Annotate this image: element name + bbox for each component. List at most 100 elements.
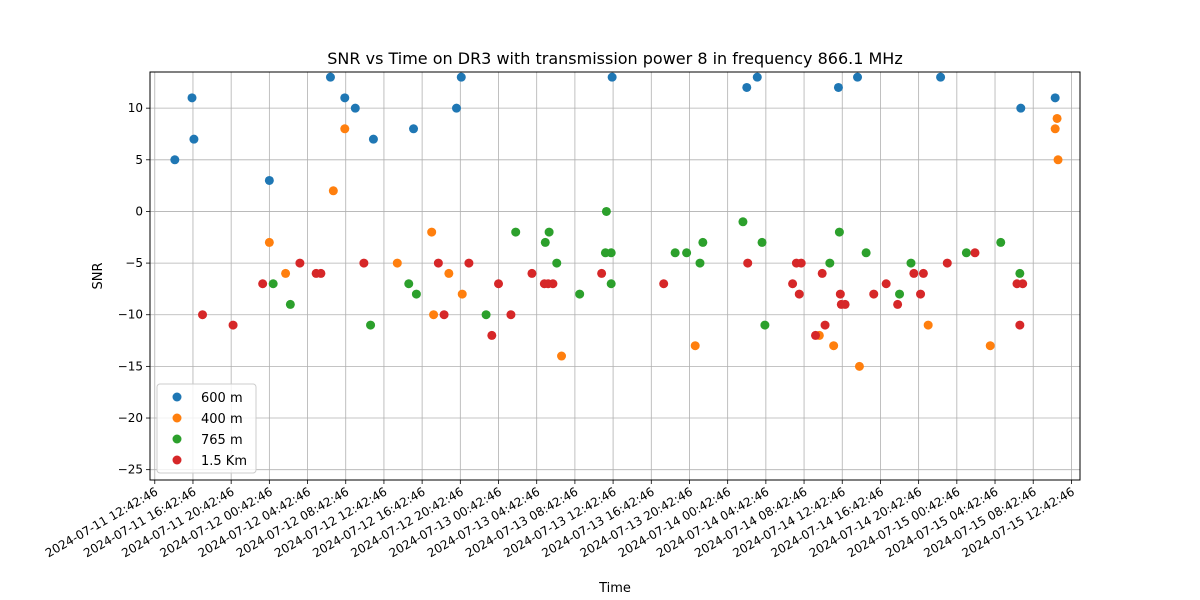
legend-marker	[172, 434, 182, 444]
data-point	[906, 258, 916, 268]
data-point	[268, 279, 278, 289]
data-point	[557, 351, 567, 361]
data-point	[295, 258, 305, 268]
y-tick-label: −25	[118, 463, 143, 477]
legend-label: 600 m	[201, 391, 243, 406]
data-point	[1015, 268, 1025, 278]
legend-label: 1.5 Km	[201, 454, 247, 469]
data-point	[368, 134, 378, 144]
data-point	[427, 227, 437, 237]
data-point	[893, 299, 903, 309]
data-point	[597, 268, 607, 278]
data-point	[757, 237, 767, 247]
data-point	[834, 227, 844, 237]
data-point	[698, 237, 708, 247]
data-point	[829, 341, 839, 351]
data-point	[854, 361, 864, 371]
data-point	[340, 93, 350, 103]
data-point	[752, 72, 762, 82]
data-point	[742, 82, 752, 92]
data-point	[881, 279, 891, 289]
grid-lines	[150, 72, 1080, 480]
data-point	[552, 258, 562, 268]
data-point	[527, 268, 537, 278]
data-point	[743, 258, 753, 268]
data-point	[481, 310, 491, 320]
y-tick-label: −20	[118, 411, 143, 425]
data-point	[1052, 113, 1062, 123]
series-1-5-km	[198, 248, 1028, 340]
data-point	[895, 289, 905, 299]
y-tick-label: 10	[128, 101, 143, 115]
data-point	[853, 72, 863, 82]
data-point	[411, 289, 421, 299]
data-points	[170, 72, 1063, 371]
data-point	[1050, 124, 1060, 134]
legend-label: 400 m	[201, 412, 243, 427]
data-point	[682, 248, 692, 258]
data-point	[189, 134, 199, 144]
data-point	[328, 186, 338, 196]
y-tick-label: 5	[135, 153, 143, 167]
data-point	[817, 268, 827, 278]
data-point	[794, 289, 804, 299]
data-point	[544, 227, 554, 237]
legend-marker	[172, 455, 182, 465]
data-point	[350, 103, 360, 113]
data-point	[444, 268, 454, 278]
data-point	[316, 268, 326, 278]
data-point	[961, 248, 971, 258]
data-point	[404, 279, 414, 289]
legend-marker	[172, 413, 182, 423]
data-point	[575, 289, 585, 299]
chart-title: SNR vs Time on DR3 with transmission pow…	[327, 49, 902, 68]
data-point	[825, 258, 835, 268]
data-point	[258, 279, 268, 289]
y-tick-label: −15	[118, 359, 143, 373]
data-point	[433, 258, 443, 268]
legend-marker	[172, 392, 182, 402]
data-point	[511, 227, 521, 237]
y-tick-label: −10	[118, 308, 143, 322]
data-point	[285, 299, 295, 309]
data-point	[607, 72, 617, 82]
data-point	[281, 268, 291, 278]
y-axis-ticks: −25 −20 −15 −10 −5 0 5 10	[118, 101, 150, 477]
data-point	[985, 341, 995, 351]
data-point	[409, 124, 419, 134]
data-point	[918, 268, 928, 278]
data-point	[464, 258, 474, 268]
data-point	[738, 217, 748, 227]
series-600-m	[170, 72, 1060, 185]
data-point	[340, 124, 350, 134]
data-point	[811, 330, 821, 340]
data-point	[429, 310, 439, 320]
data-point	[1015, 320, 1025, 330]
data-point	[606, 248, 616, 258]
data-point	[916, 289, 926, 299]
data-point	[392, 258, 402, 268]
data-point	[601, 206, 611, 216]
data-point	[788, 279, 798, 289]
data-point	[1050, 93, 1060, 103]
data-point	[760, 320, 770, 330]
data-point	[170, 155, 180, 165]
data-point	[451, 103, 461, 113]
data-point	[1053, 155, 1063, 165]
data-point	[835, 289, 845, 299]
data-point	[1018, 279, 1028, 289]
data-point	[659, 279, 669, 289]
plot-area-frame	[149, 71, 1081, 481]
data-point	[548, 279, 558, 289]
legend: 600 m 400 m 765 m 1.5 Km	[156, 383, 257, 474]
data-point	[264, 175, 274, 185]
data-point	[869, 289, 879, 299]
data-point	[457, 289, 467, 299]
data-point	[861, 248, 871, 258]
data-point	[820, 320, 830, 330]
data-point	[366, 320, 376, 330]
data-point	[228, 320, 238, 330]
legend-label: 765 m	[201, 433, 243, 448]
data-point	[690, 341, 700, 351]
